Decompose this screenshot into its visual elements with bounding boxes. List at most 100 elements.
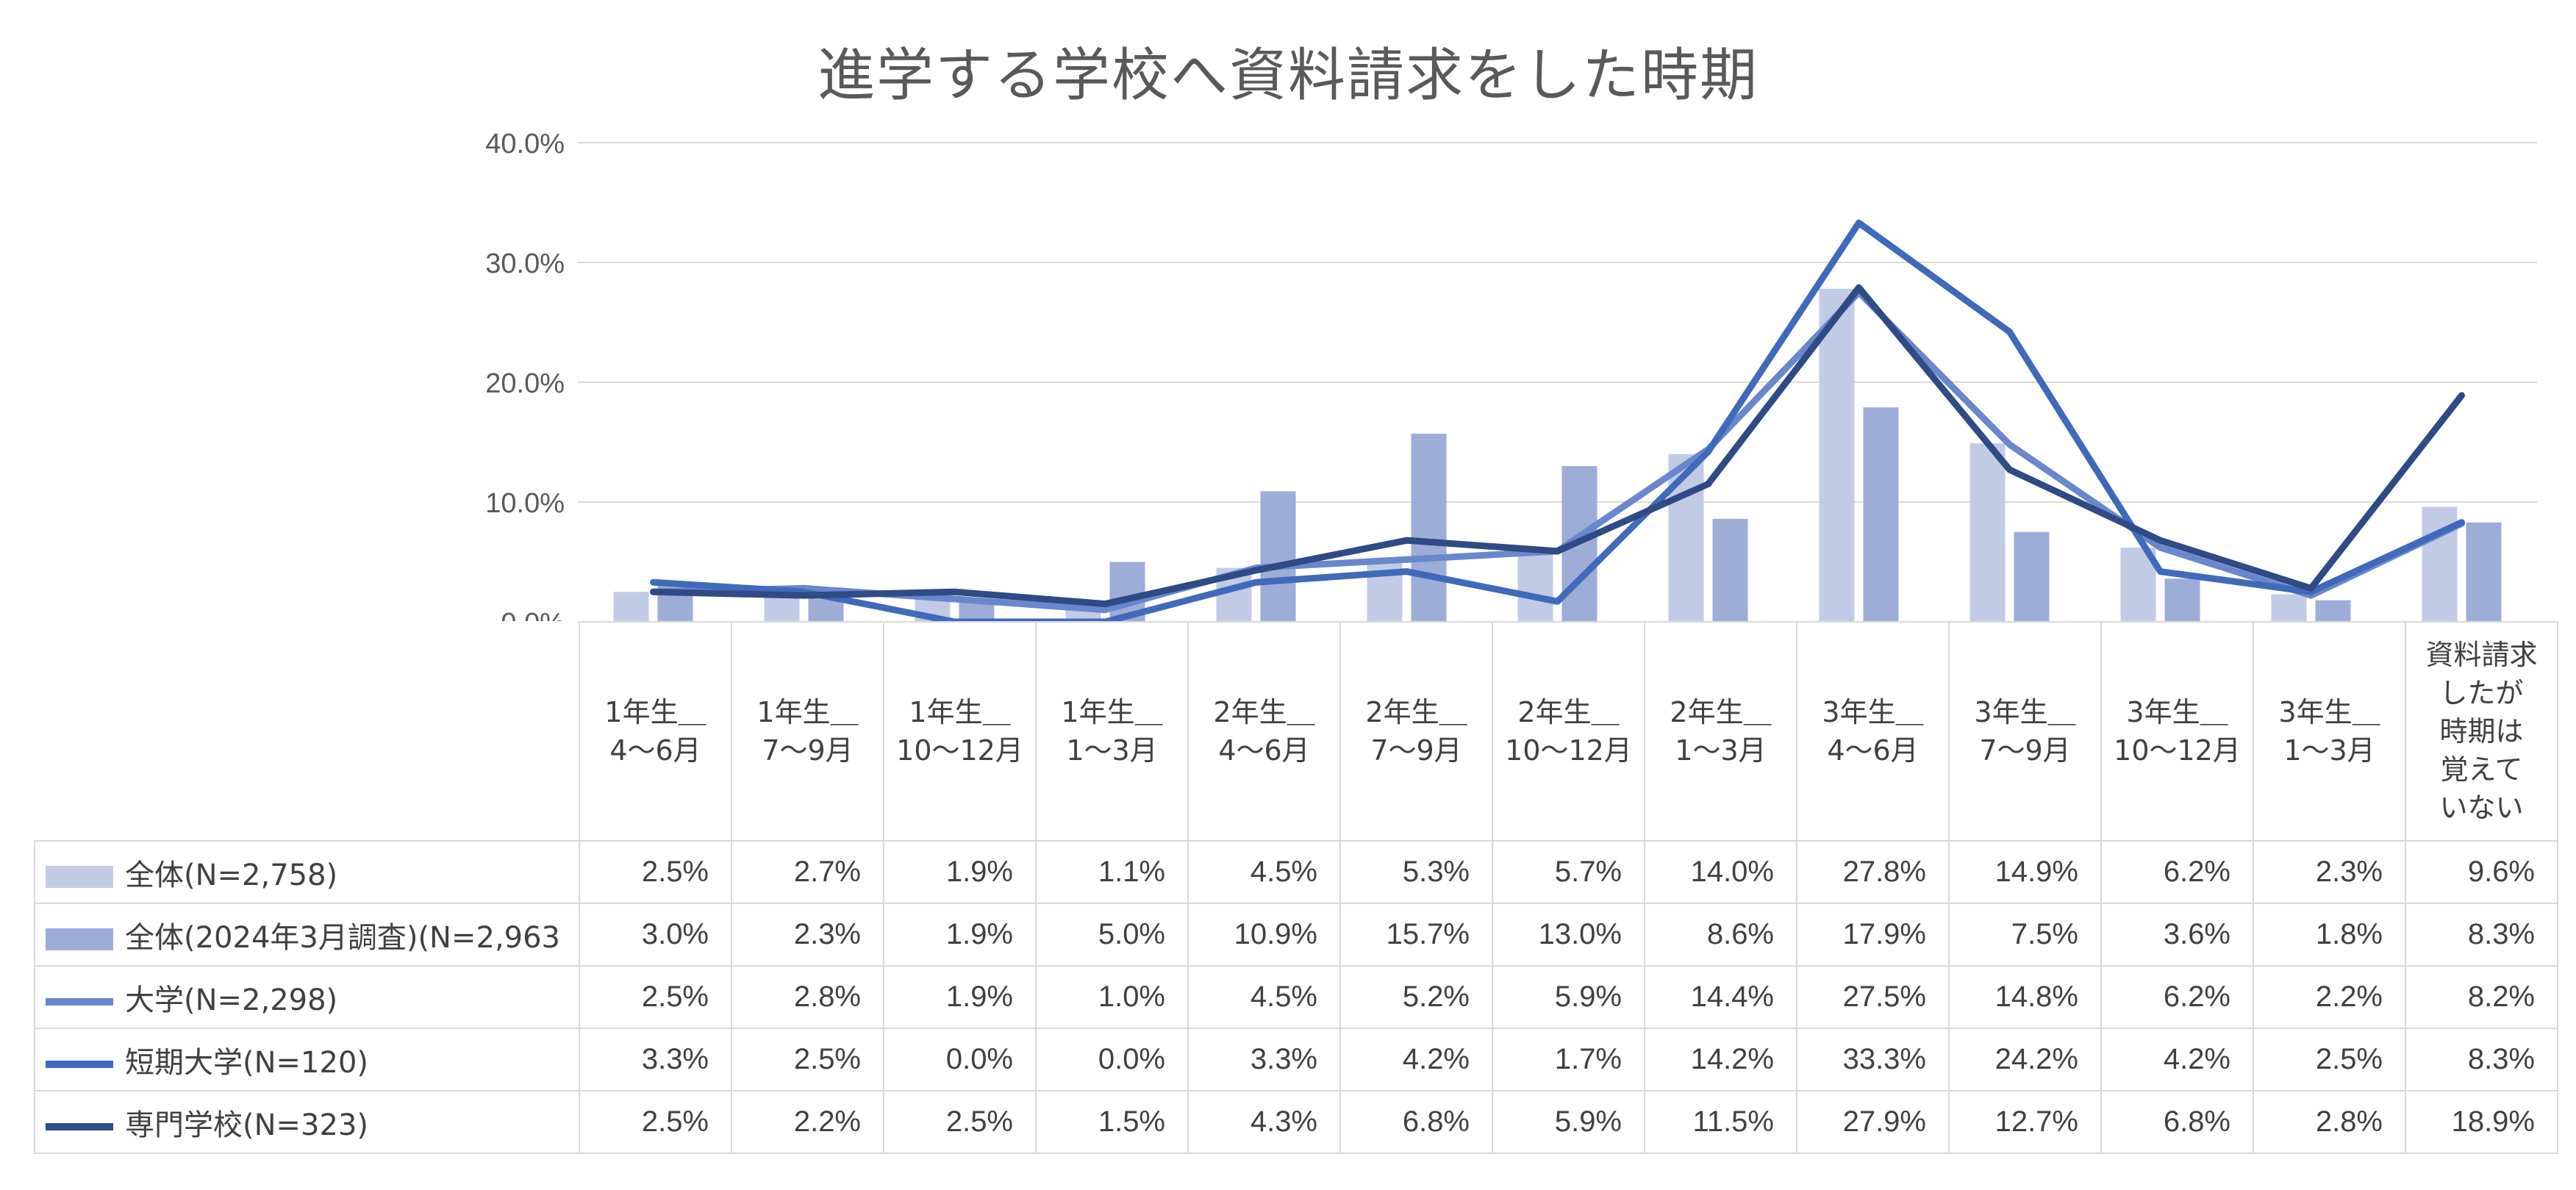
bar — [2014, 531, 2050, 621]
table-header-row: 1年生＿ 4～6月 1年生＿ 7～9月 1年生＿ 10～12月 1年生＿ 1～3月 2年… — [35, 621, 2558, 842]
data-label: 0.0% — [883, 1028, 1037, 1092]
series-name: 専門学校(N=323) — [125, 1108, 368, 1142]
data-label: 2.2% — [2253, 965, 2406, 1029]
bar — [1969, 443, 2006, 621]
data-label: 14.0% — [1644, 840, 1797, 904]
data-label: 6.8% — [2100, 1090, 2254, 1154]
y-tick-label: 20.0% — [485, 368, 565, 399]
data-label: 5.7% — [1492, 840, 1645, 904]
data-label: 12.7% — [1948, 1090, 2102, 1154]
data-label: 2.5% — [731, 1028, 884, 1092]
table-row: 専門学校(N=323) 2.5% 2.2% 2.5% 1.5% 4.3% 6.8% 5.9% 1… — [34, 1090, 2558, 1154]
data-label: 13.0% — [1492, 903, 1645, 967]
data-label: 9.6% — [2405, 840, 2558, 904]
legend-key — [46, 1122, 113, 1130]
series-line — [650, 219, 2465, 621]
bar — [613, 592, 649, 621]
data-label: 2.3% — [731, 903, 884, 967]
table-row: 全体(N=2,758) 2.5% 2.7% 1.9% 1.1% 4.5% 5.3% 5.7% 1… — [34, 840, 2558, 904]
data-label: 5.3% — [1339, 840, 1493, 904]
data-label: 8.2% — [2405, 965, 2558, 1029]
category-label: 3年生＿ 7～9月 — [1948, 621, 2102, 842]
series-name: 全体(N=2,758) — [125, 858, 338, 892]
data-label: 2.5% — [883, 1090, 1037, 1154]
category-label: 3年生＿ 4～6月 — [1796, 621, 1950, 842]
data-label: 2.8% — [731, 965, 884, 1029]
y-tick-label: 30.0% — [485, 248, 565, 279]
data-label: 2.8% — [2253, 1090, 2406, 1154]
data-label: 5.9% — [1492, 965, 1645, 1029]
data-table: 1年生＿ 4～6月 1年生＿ 7～9月 1年生＿ 10～12月 1年生＿ 1～3月 2年… — [34, 621, 2558, 1154]
series-legend-cell: 短期大学(N=120) — [34, 1028, 580, 1092]
data-label: 33.3% — [1796, 1028, 1950, 1092]
data-label: 6.2% — [2100, 840, 2254, 904]
data-label: 8.6% — [1644, 903, 1797, 967]
data-label: 24.2% — [1948, 1028, 2102, 1092]
category-label: 3年生＿ 10～12月 — [2100, 621, 2254, 842]
data-label: 6.8% — [1339, 1090, 1493, 1154]
data-label: 18.9% — [2405, 1090, 2558, 1154]
series-legend-cell: 全体(N=2,758) — [34, 840, 580, 904]
data-label: 4.2% — [1339, 1028, 1493, 1092]
legend-key — [46, 1060, 113, 1068]
series-line — [650, 284, 2465, 608]
data-label: 2.5% — [2253, 1028, 2406, 1092]
data-label: 3.3% — [579, 1028, 732, 1092]
series-legend-cell: 大学(N=2,298) — [34, 965, 580, 1029]
table-row: 全体(2024年3月調査)(N=2,963 3.0% 2.3% 1.9% 5.0% 10.… — [34, 903, 2558, 967]
data-label: 15.7% — [1339, 903, 1493, 967]
category-label: 資料請求 したが 時期は 覚えて いない — [2405, 621, 2558, 842]
data-label: 27.8% — [1796, 840, 1950, 904]
data-label: 3.6% — [2100, 903, 2254, 967]
data-label: 7.5% — [1948, 903, 2102, 967]
data-label: 0.0% — [1035, 1028, 1189, 1092]
bar — [1517, 553, 1553, 621]
data-label: 3.3% — [1187, 1028, 1341, 1092]
category-label: 3年生＿ 1～3月 — [2253, 621, 2406, 842]
bar — [1411, 434, 1447, 621]
series-legend-cell: 専門学校(N=323) — [34, 1090, 580, 1154]
bar — [2164, 578, 2200, 621]
data-label: 5.0% — [1035, 903, 1189, 967]
bar — [1819, 288, 1855, 621]
bar — [1712, 518, 1748, 621]
bar — [1367, 558, 1403, 621]
data-label: 4.5% — [1187, 840, 1341, 904]
series-line — [650, 289, 2465, 614]
series-name: 大学(N=2,298) — [125, 983, 338, 1017]
bar — [1863, 407, 1899, 621]
data-label: 1.1% — [1035, 840, 1189, 904]
data-label: 3.0% — [579, 903, 732, 967]
data-label: 10.9% — [1187, 903, 1341, 967]
data-label: 6.2% — [2100, 965, 2254, 1029]
data-label: 5.9% — [1492, 1090, 1645, 1154]
category-label: 2年生＿ 4～6月 — [1187, 621, 1341, 842]
data-label: 27.9% — [1796, 1090, 1950, 1154]
legend-key — [46, 865, 113, 888]
legend-key — [46, 928, 113, 950]
data-label: 17.9% — [1796, 903, 1950, 967]
data-label: 8.3% — [2405, 1028, 2558, 1092]
data-label: 1.8% — [2253, 903, 2406, 967]
bar — [1668, 454, 1704, 621]
table-corner — [35, 622, 579, 841]
data-label: 4.2% — [2100, 1028, 2254, 1092]
category-label: 1年生＿ 10～12月 — [883, 621, 1037, 842]
data-label: 1.5% — [1035, 1090, 1189, 1154]
data-label: 1.0% — [1035, 965, 1189, 1029]
data-label: 2.7% — [731, 840, 884, 904]
data-label: 1.9% — [883, 840, 1037, 904]
data-label: 4.3% — [1187, 1090, 1341, 1154]
legend-key — [46, 997, 113, 1006]
data-label: 1.9% — [883, 903, 1037, 967]
y-tick-label: 10.0% — [485, 488, 565, 519]
table-row: 大学(N=2,298) 2.5% 2.8% 1.9% 1.0% 4.5% 5.2% 5.9% 1… — [34, 965, 2558, 1029]
table-row: 短期大学(N=120) 3.3% 2.5% 0.0% 0.0% 3.3% 4.2% 1.7% 1… — [34, 1028, 2558, 1092]
data-label: 14.2% — [1644, 1028, 1797, 1092]
data-label: 11.5% — [1644, 1090, 1797, 1154]
data-label: 2.5% — [579, 1090, 732, 1154]
series-legend-cell: 全体(2024年3月調査)(N=2,963 — [34, 903, 580, 967]
bar — [2315, 600, 2351, 621]
category-label: 1年生＿ 1～3月 — [1035, 621, 1189, 842]
data-label: 27.5% — [1796, 965, 1950, 1029]
